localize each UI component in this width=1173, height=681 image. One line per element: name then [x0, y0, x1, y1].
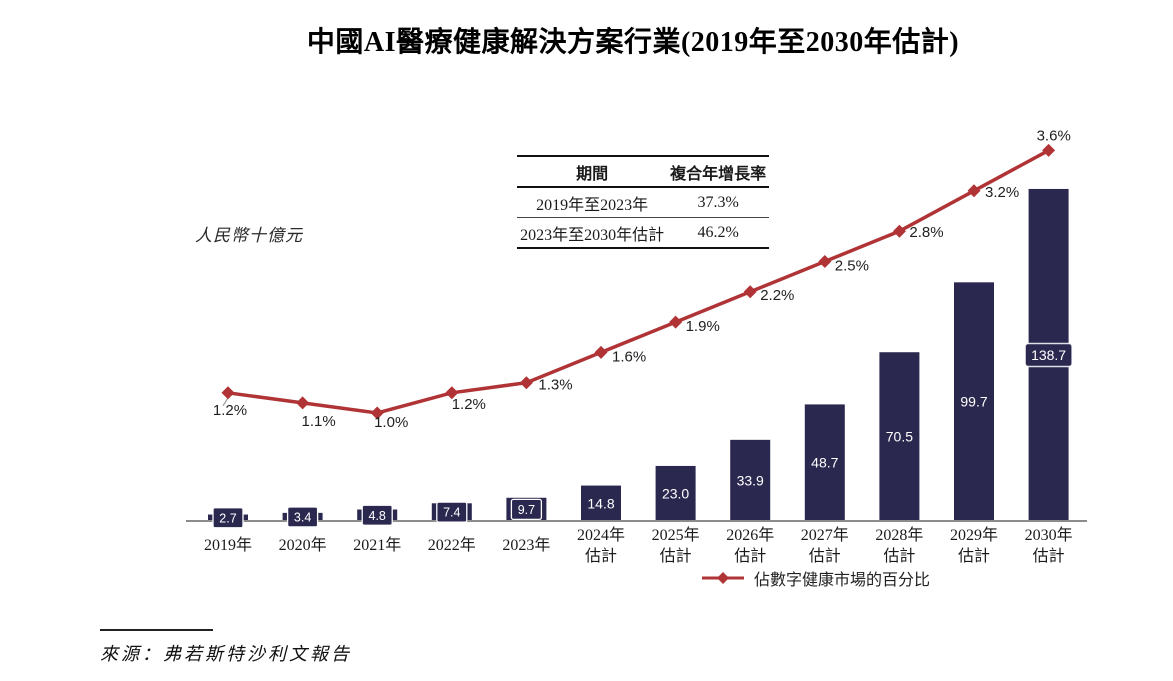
cagr-period-cell: 2023年至2030年估計 — [517, 217, 668, 249]
bar-value-label: 48.7 — [811, 455, 838, 471]
x-axis-label: 估計 — [958, 547, 990, 565]
bar — [879, 352, 920, 521]
chart-title: 中國AI醫療健康解決方案行業(2019年至2030年估計) — [306, 27, 960, 58]
source-note: 來源：弗若斯特沙利文報告 — [100, 644, 352, 664]
bar — [655, 465, 696, 521]
legend-label: 佔數字健康市場的百分比 — [754, 572, 931, 589]
percent-label: 2.5% — [835, 258, 869, 275]
x-axis-label: 估計 — [660, 547, 692, 565]
x-axis-label: 估計 — [809, 547, 841, 565]
cagr-header-rate: 複合年增長率 — [667, 156, 769, 188]
y-axis-unit-label: 人民幣十億元 — [195, 226, 303, 245]
bar-value-box — [510, 498, 543, 521]
line-point-marker — [445, 386, 459, 400]
percent-label: 1.1% — [301, 413, 335, 430]
x-axis-label: 2029年 — [950, 526, 998, 544]
x-axis-label: 估計 — [883, 547, 915, 565]
line-point-marker — [296, 396, 310, 410]
bar-value-box — [361, 504, 393, 526]
x-axis-label: 2019年 — [204, 536, 252, 554]
bar — [954, 282, 994, 521]
trend-line — [227, 148, 1050, 415]
bar-value-box — [436, 501, 468, 523]
percent-label: 1.6% — [612, 348, 646, 365]
percent-label: 1.2% — [213, 402, 247, 419]
percent-label: 3.6% — [1037, 127, 1071, 144]
x-axis-label: 2030年 — [1025, 526, 1073, 544]
line-point-marker — [892, 224, 906, 238]
x-axis-label: 估計 — [734, 547, 766, 565]
cagr-period-cell: 2019年至2023年 — [517, 187, 668, 218]
percent-label: 1.0% — [374, 414, 408, 431]
percent-label: 2.8% — [909, 224, 943, 241]
bar-value-label: 33.9 — [737, 472, 764, 488]
x-axis-label: 2022年 — [428, 536, 476, 554]
x-axis-label: 2025年 — [652, 526, 700, 544]
x-axis-label: 2026年 — [726, 526, 774, 544]
percent-label: 2.2% — [760, 287, 794, 304]
x-axis-label: 2027年 — [801, 526, 849, 544]
line-point-marker — [594, 345, 608, 359]
x-axis-label: 2024年 — [577, 526, 625, 544]
percent-label: 1.9% — [686, 318, 720, 335]
bar — [581, 485, 621, 521]
line-point-marker — [967, 184, 981, 198]
cagr-rate-cell: 37.3% — [667, 187, 769, 218]
bar-value-label: 7.4 — [443, 506, 460, 520]
line-point-marker — [370, 406, 384, 420]
x-axis-label: 估計 — [585, 547, 617, 565]
x-axis-label: 2023年 — [502, 536, 550, 554]
bar-value-box — [1024, 342, 1073, 368]
bar-value-label: 23.0 — [662, 485, 689, 501]
percent-label: 1.2% — [452, 396, 486, 413]
bar-value-label: 9.7 — [518, 503, 535, 517]
line-point-marker — [519, 376, 533, 390]
x-axis-label: 2020年 — [279, 536, 327, 554]
line-point-marker — [818, 255, 832, 268]
x-axis-label: 2021年 — [353, 536, 401, 554]
line-point-marker — [743, 285, 757, 299]
x-axis-label: 估計 — [1033, 547, 1065, 565]
cagr-row: 2019年至2023年 37.3% — [517, 187, 769, 218]
bar — [804, 404, 845, 521]
bar-value-label: 14.8 — [587, 495, 614, 511]
chart-legend: 佔數字健康市場的百分比 — [701, 566, 930, 590]
cagr-header-row: 期間 複合年增長率 — [517, 156, 769, 188]
cagr-header-period: 期間 — [517, 156, 668, 188]
bar-value-label: 2.7 — [219, 511, 236, 525]
bar-value-label: 99.7 — [960, 394, 987, 410]
leader-line — [222, 397, 229, 407]
legend-line-diamond-icon — [702, 572, 744, 584]
bar — [730, 439, 771, 521]
line-point-marker — [221, 386, 235, 400]
bar-value-label: 4.8 — [369, 509, 386, 523]
bar-value-label: 70.5 — [886, 429, 913, 445]
percent-label: 1.3% — [538, 377, 572, 394]
x-axis-label: 2028年 — [875, 526, 923, 544]
cagr-rate-cell: 46.2% — [667, 217, 769, 249]
cagr-row: 2023年至2030年估計 46.2% — [517, 217, 769, 249]
source-divider — [100, 629, 213, 631]
cagr-table: 期間 複合年增長率 2019年至2023年 37.3% 2023年至2030年估… — [517, 155, 769, 249]
bar-value-box — [212, 507, 244, 529]
line-point-marker — [1042, 143, 1056, 157]
bar-value-label: 3.4 — [294, 510, 311, 524]
line-point-marker — [669, 315, 683, 329]
percent-label: 3.2% — [985, 184, 1019, 201]
bar-value-box — [286, 506, 319, 528]
bar-value-label: 138.7 — [1031, 347, 1066, 363]
